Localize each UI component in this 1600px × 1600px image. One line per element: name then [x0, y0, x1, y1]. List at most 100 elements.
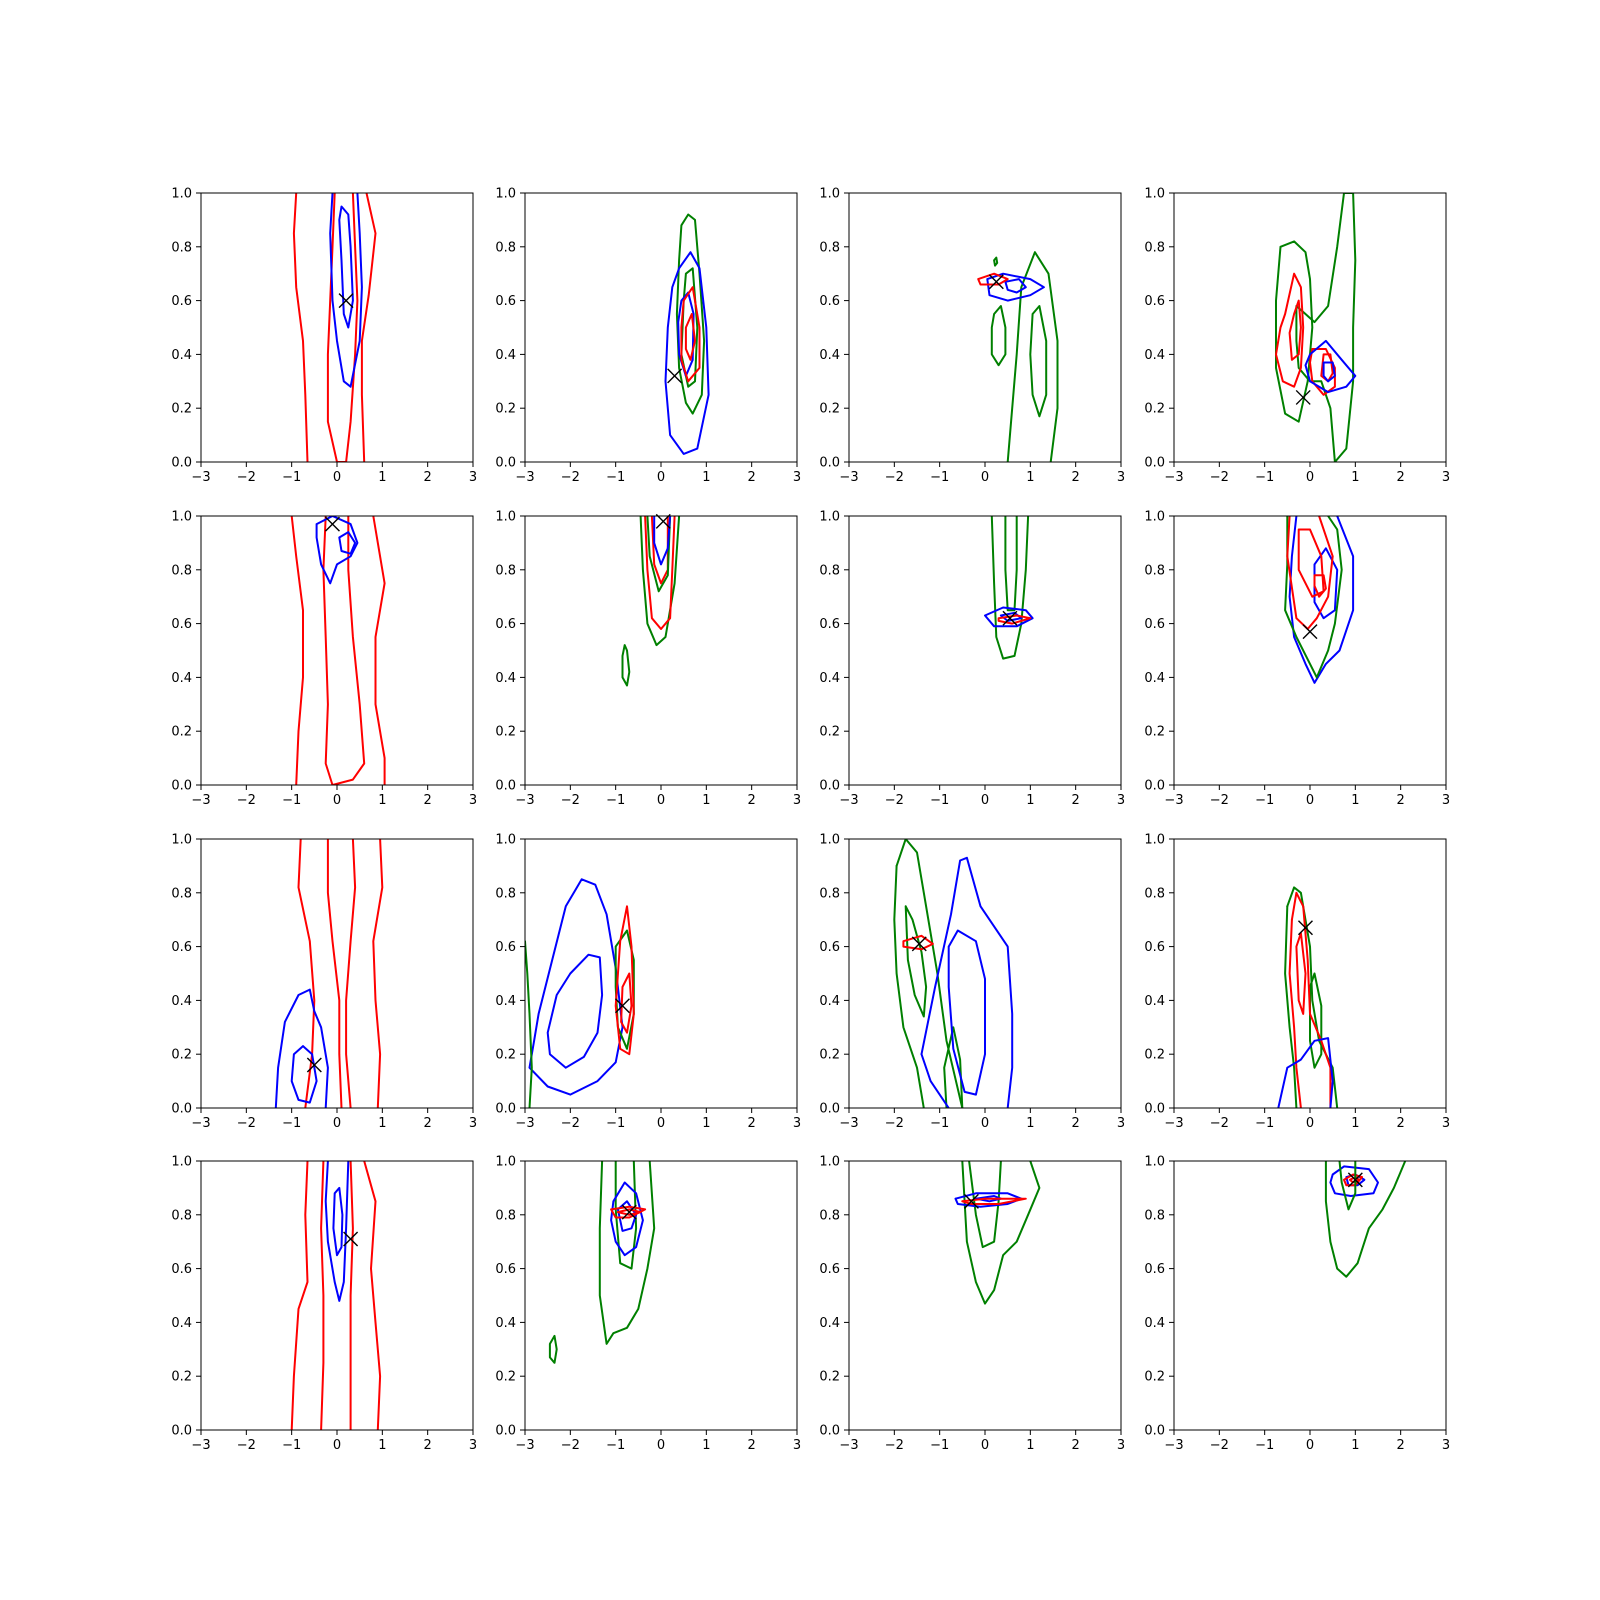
y-tick-label: 0.0: [819, 1102, 840, 1117]
x-tick-label: −2: [885, 1438, 904, 1453]
y-tick-label: 0.0: [495, 1102, 516, 1117]
plot-area: [1174, 193, 1446, 462]
y-tick-label: 0.2: [1144, 725, 1165, 740]
x-tick-label: −1: [606, 470, 625, 485]
y-tick-label: 0.6: [819, 294, 840, 309]
y-tick-label: 1.0: [495, 510, 516, 525]
y-tick-label: 0.8: [171, 240, 192, 255]
contour-green-1: [598, 1161, 656, 1345]
contour-blue-6: [290, 1045, 318, 1104]
x-tick-label: −1: [282, 470, 301, 485]
x-tick-label: −2: [237, 793, 256, 808]
y-tick-label: 0.8: [1144, 240, 1165, 255]
x-tick-label: −1: [282, 1116, 301, 1131]
y-tick-label: 0.2: [171, 725, 192, 740]
x-tick-label: 3: [1117, 1116, 1125, 1131]
contour-green-2: [1295, 193, 1357, 462]
x-tick-label: −2: [1210, 1438, 1229, 1453]
x-tick-label: 3: [1117, 793, 1125, 808]
contour-red-1: [290, 516, 304, 785]
y-tick-label: 0.8: [171, 563, 192, 578]
y-tick-label: 0.2: [1144, 1370, 1165, 1385]
contour-blue-7: [1277, 1037, 1334, 1108]
x-tick-label: 2: [1072, 470, 1080, 485]
contour-blue-5: [338, 205, 354, 329]
contour-layer: [954, 1161, 1041, 1305]
y-tick-label: 0.0: [171, 1102, 192, 1117]
y-tick-label: 0.0: [495, 1424, 516, 1439]
y-tick-label: 0.2: [495, 1048, 516, 1063]
contour-layer: [664, 213, 710, 455]
x-tick-label: −3: [1164, 1116, 1183, 1131]
contour-blue-7: [947, 929, 986, 1096]
y-tick-label: 0.2: [819, 402, 840, 417]
x-tick-label: −2: [1210, 793, 1229, 808]
x-tick-label: 1: [702, 470, 710, 485]
y-tick-label: 0.0: [171, 456, 192, 471]
x-tick-label: −1: [1255, 1438, 1274, 1453]
plot-area: [525, 1161, 797, 1430]
x-tick-label: 1: [1351, 793, 1359, 808]
y-tick-label: 0.8: [495, 563, 516, 578]
contour-red-3: [326, 839, 343, 1108]
x-tick-label: 2: [1397, 793, 1405, 808]
contour-blue-4: [610, 1181, 644, 1257]
contour-blue-1: [1329, 1165, 1379, 1197]
x-tick-label: −1: [1255, 793, 1274, 808]
x-tick-label: 2: [748, 793, 756, 808]
x-tick-label: −2: [561, 793, 580, 808]
x-tick-label: −2: [885, 1116, 904, 1131]
contour-blue-3: [664, 251, 710, 455]
contour-green-5: [646, 516, 672, 593]
x-tick-label: 3: [469, 1438, 477, 1453]
x-tick-label: 3: [1442, 1116, 1450, 1131]
contour-red-6: [684, 313, 696, 361]
x-tick-label: 2: [424, 470, 432, 485]
contour-layer: [274, 839, 384, 1108]
x-tick-label: 1: [1351, 1438, 1359, 1453]
x-tick-label: −3: [1164, 470, 1183, 485]
x-tick-label: 1: [1351, 470, 1359, 485]
y-tick-label: 0.4: [171, 994, 192, 1009]
y-tick-label: 0.2: [1144, 1048, 1165, 1063]
x-tick-label: 2: [748, 470, 756, 485]
y-tick-label: 0.2: [171, 1048, 192, 1063]
y-tick-label: 0.4: [1144, 671, 1165, 686]
contour-blue-8: [1322, 361, 1336, 383]
contour-layer: [621, 516, 681, 687]
x-marker: [614, 998, 630, 1014]
contour-red-1: [290, 1161, 309, 1430]
subplot-r3-c3: −3 −2 −1 0 1 2 3 0.0 0.2 0.4 0.6 0.8 1.0: [819, 833, 1125, 1132]
contour-blue-6: [653, 516, 672, 566]
x-marker: [963, 1193, 979, 1209]
contour-blue-5: [338, 531, 357, 555]
x-tick-label: 2: [1072, 1116, 1080, 1131]
contour-red-4: [1288, 299, 1302, 361]
x-tick-label: 0: [1306, 470, 1314, 485]
y-tick-label: 1.0: [1144, 833, 1165, 848]
contour-blue-4: [329, 193, 363, 388]
y-tick-label: 0.2: [495, 725, 516, 740]
y-tick-label: 0.8: [819, 240, 840, 255]
contour-blue-7: [1304, 339, 1357, 394]
y-tick-label: 0.6: [819, 940, 840, 955]
y-tick-label: 0.8: [819, 563, 840, 578]
contour-blue-4: [315, 516, 359, 585]
x-tick-label: 3: [469, 793, 477, 808]
y-tick-label: 0.6: [495, 940, 516, 955]
contour-green-1: [961, 1161, 1041, 1305]
x-tick-label: 0: [657, 1116, 665, 1131]
plot-area: [201, 516, 473, 785]
x-tick-label: 1: [702, 1116, 710, 1131]
x-tick-label: 0: [981, 470, 989, 485]
y-tick-label: 0.0: [495, 779, 516, 794]
x-tick-label: −3: [515, 1116, 534, 1131]
x-marker: [338, 293, 354, 309]
subplot-r1-c3: −3 −2 −1 0 1 2 3 0.0 0.2 0.4 0.6 0.8 1.0: [819, 187, 1125, 486]
y-tick-label: 1.0: [1144, 510, 1165, 525]
contour-red-7: [977, 272, 1009, 286]
subplot-r4-c3: −3 −2 −1 0 1 2 3 0.0 0.2 0.4 0.6 0.8 1.0: [819, 1155, 1125, 1454]
contour-red-3: [644, 516, 676, 630]
contour-layer: [292, 193, 377, 462]
y-tick-label: 0.8: [1144, 1208, 1165, 1223]
